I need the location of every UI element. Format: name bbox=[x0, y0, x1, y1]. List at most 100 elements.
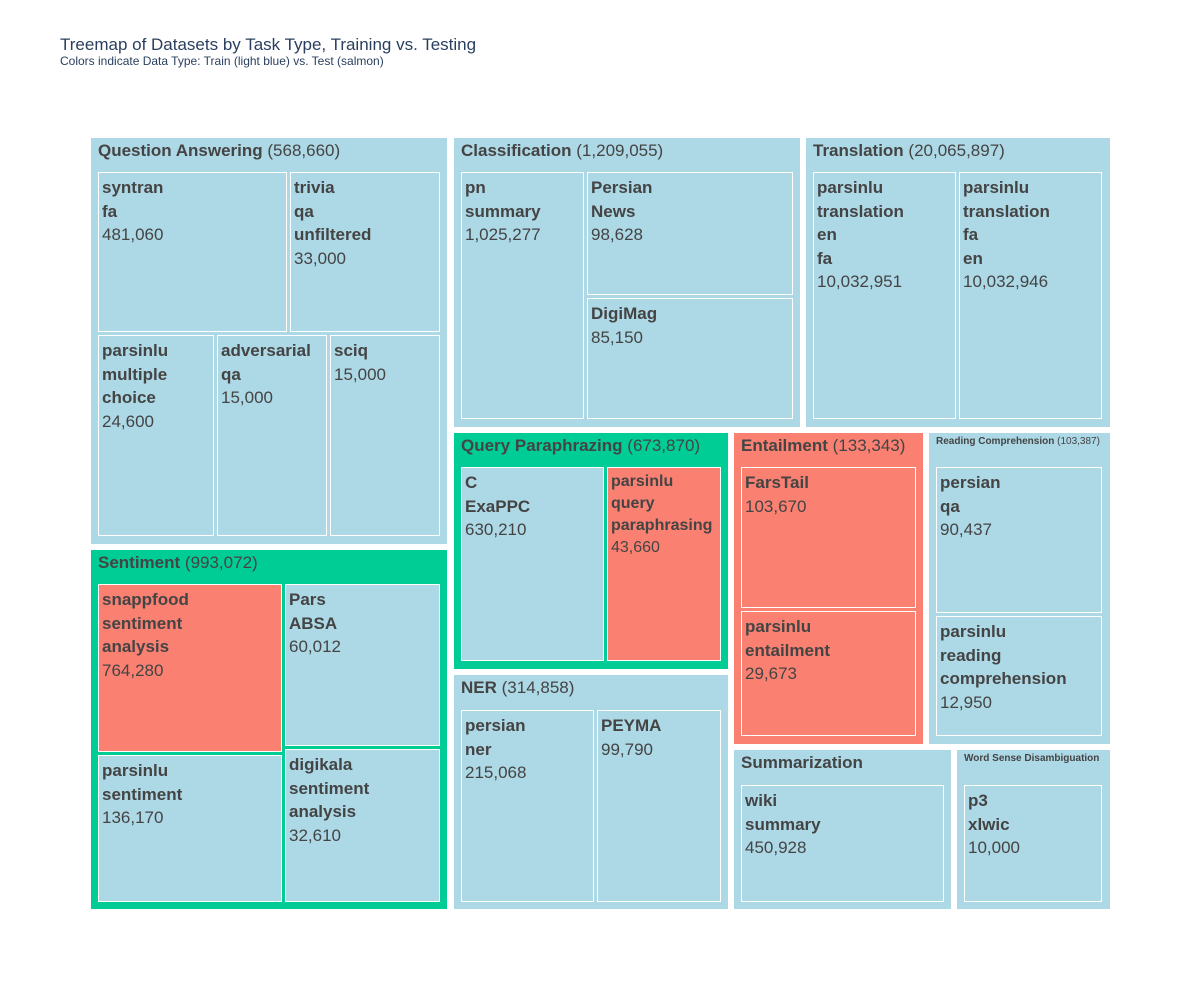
group-name: Classification bbox=[461, 141, 572, 160]
leaf-name-line: trivia bbox=[294, 178, 335, 197]
leaf-name-line: paraphrasing bbox=[611, 517, 713, 534]
treemap-leaf-parsinlu-entailment[interactable]: parsinlu entailment 29,673 bbox=[741, 611, 916, 736]
treemap-leaf-c-exappc[interactable]: C ExaPPC 630,210 bbox=[461, 467, 604, 661]
group-total: (673,870) bbox=[622, 436, 701, 455]
leaf-name-line: News bbox=[591, 201, 636, 221]
leaf-value: 24,600 bbox=[102, 411, 154, 431]
leaf-value: 85,150 bbox=[591, 327, 643, 347]
leaf-value: 98,628 bbox=[591, 225, 643, 244]
group-label: Query Paraphrazing (673,870) bbox=[461, 436, 700, 456]
leaf-name-line: qa bbox=[940, 496, 960, 516]
treemap-leaf-parsinlu-multiple-choice[interactable]: parsinlu multiple choice 24,600 bbox=[98, 335, 214, 536]
leaf-name-line: parsinlu bbox=[817, 178, 884, 197]
leaf-name-line: ner bbox=[465, 739, 492, 759]
treemap-leaf-digimag[interactable]: DigiMag 85,150 bbox=[587, 298, 793, 419]
leaf-value: 481,060 bbox=[102, 225, 164, 244]
chart-title: Treemap of Datasets by Task Type, Traini… bbox=[60, 35, 477, 54]
leaf-label: PEYMA 99,790 bbox=[601, 714, 661, 761]
treemap-leaf-persian-ner[interactable]: persian ner 215,068 bbox=[461, 710, 594, 902]
treemap-leaf-parsinlu-query-paraphrasing[interactable]: parsinlu query paraphrasing 43,660 bbox=[607, 467, 721, 661]
leaf-name-line: p3 bbox=[968, 791, 988, 810]
treemap-leaf-digikala-sentiment-analysis[interactable]: digikala sentiment analysis 32,610 bbox=[285, 749, 440, 902]
leaf-label: parsinlu multiple choice 24,600 bbox=[102, 339, 168, 433]
leaf-name-line: parsinlu bbox=[963, 178, 1030, 197]
leaf-name-line: pn bbox=[465, 178, 486, 197]
leaf-value: 136,170 bbox=[102, 808, 164, 827]
treemap-leaf-parsinlu-reading-comprehension[interactable]: parsinlu reading comprehension 12,950 bbox=[936, 616, 1102, 736]
leaf-name-line: PEYMA bbox=[601, 716, 662, 735]
leaf-value: 450,928 bbox=[745, 838, 807, 857]
leaf-name-line: snappfood bbox=[102, 590, 189, 609]
leaf-value: 10,032,946 bbox=[963, 272, 1049, 291]
group-name: NER bbox=[461, 678, 497, 697]
leaf-label: parsinlu translation fa en 10,032,946 bbox=[963, 176, 1050, 294]
leaf-value: 630,210 bbox=[465, 520, 527, 539]
leaf-value: 15,000 bbox=[334, 364, 386, 384]
leaf-label: parsinlu reading comprehension 12,950 bbox=[940, 620, 1067, 714]
group-name: Reading Comprehension bbox=[936, 436, 1055, 447]
leaf-name-line: digikala bbox=[289, 755, 353, 774]
treemap-leaf-snappfood-sentiment-analysis[interactable]: snappfood sentiment analysis 764,280 bbox=[98, 584, 282, 752]
group-label: Reading Comprehension (103,387) bbox=[936, 436, 1100, 447]
leaf-label: parsinlu sentiment 136,170 bbox=[102, 759, 182, 830]
leaf-value: 32,610 bbox=[289, 825, 341, 845]
leaf-name-line: analysis bbox=[289, 802, 357, 821]
group-label: Classification (1,209,055) bbox=[461, 141, 663, 161]
treemap-leaf-parsinlu-translation-en-fa[interactable]: parsinlu translation en fa 10,032,951 bbox=[813, 172, 956, 419]
treemap-leaf-trivia-qa-unfiltered[interactable]: trivia qa unfiltered 33,000 bbox=[290, 172, 440, 332]
leaf-name-line: analysis bbox=[102, 637, 170, 656]
leaf-name-line: sentiment bbox=[289, 778, 370, 798]
group-total: (133,343) bbox=[827, 436, 906, 455]
leaf-name-line: C bbox=[465, 473, 478, 492]
leaf-value: 90,437 bbox=[940, 520, 992, 539]
treemap-leaf-pars-absa[interactable]: Pars ABSA 60,012 bbox=[285, 584, 440, 746]
treemap-leaf-pn-summary[interactable]: pn summary 1,025,277 bbox=[461, 172, 584, 419]
leaf-name-line: fa bbox=[963, 225, 979, 244]
group-name: Summarization bbox=[741, 753, 863, 772]
leaf-name-line: query bbox=[611, 495, 655, 512]
group-label: Translation (20,065,897) bbox=[813, 141, 1005, 161]
treemap-leaf-p3-xlwic[interactable]: p3 xlwic 10,000 bbox=[964, 785, 1102, 902]
treemap-leaf-syntran-fa[interactable]: syntran fa 481,060 bbox=[98, 172, 287, 332]
treemap-leaf-parsinlu-translation-fa-en[interactable]: parsinlu translation fa en 10,032,946 bbox=[959, 172, 1102, 419]
group-total: (993,072) bbox=[180, 553, 258, 572]
leaf-name-line: xlwic bbox=[968, 814, 1010, 834]
leaf-label: wiki summary 450,928 bbox=[745, 789, 821, 860]
leaf-label: digikala sentiment analysis 32,610 bbox=[289, 753, 369, 847]
treemap-leaf-parsinlu-sentiment[interactable]: parsinlu sentiment 136,170 bbox=[98, 755, 282, 902]
treemap-leaf-farstail[interactable]: FarsTail 103,670 bbox=[741, 467, 916, 608]
leaf-label: C ExaPPC 630,210 bbox=[465, 471, 530, 542]
leaf-name-line: translation bbox=[817, 201, 904, 221]
leaf-name-line: summary bbox=[745, 814, 821, 834]
leaf-name-line: qa bbox=[221, 364, 241, 384]
treemap-leaf-wiki-summary[interactable]: wiki summary 450,928 bbox=[741, 785, 944, 902]
treemap-leaf-persian-news[interactable]: Persian News 98,628 bbox=[587, 172, 793, 295]
leaf-name-line: sentiment bbox=[102, 784, 183, 804]
leaf-label: p3 xlwic 10,000 bbox=[968, 789, 1020, 860]
leaf-label: persian qa 90,437 bbox=[940, 471, 1000, 542]
leaf-name-line: adversarial bbox=[221, 341, 311, 360]
leaf-name-line: fa bbox=[102, 201, 118, 221]
group-name: Word Sense Disambiguation bbox=[964, 753, 1100, 764]
treemap-leaf-adversarial-qa[interactable]: adversarial qa 15,000 bbox=[217, 335, 327, 536]
leaf-label: snappfood sentiment analysis 764,280 bbox=[102, 588, 189, 682]
leaf-label: pn summary 1,025,277 bbox=[465, 176, 541, 247]
leaf-name-line: translation bbox=[963, 201, 1050, 221]
chart-subtitle: Colors indicate Data Type: Train (light … bbox=[60, 54, 384, 68]
treemap-leaf-sciq[interactable]: sciq 15,000 bbox=[330, 335, 440, 536]
leaf-label: parsinlu translation en fa 10,032,951 bbox=[817, 176, 904, 294]
leaf-name-line: Pars bbox=[289, 590, 326, 609]
leaf-name-line: entailment bbox=[745, 640, 831, 660]
leaf-name-line: parsinlu bbox=[102, 761, 169, 780]
leaf-name-line: ABSA bbox=[289, 613, 338, 633]
leaf-value: 99,790 bbox=[601, 739, 653, 759]
group-name: Translation bbox=[813, 141, 904, 160]
treemap-leaf-peyma[interactable]: PEYMA 99,790 bbox=[597, 710, 721, 902]
leaf-name-line: DigiMag bbox=[591, 304, 658, 323]
treemap-leaf-persian-qa[interactable]: persian qa 90,437 bbox=[936, 467, 1102, 613]
leaf-label: DigiMag 85,150 bbox=[591, 302, 657, 349]
group-name: Question Answering bbox=[98, 141, 263, 160]
group-total: (568,660) bbox=[262, 141, 341, 160]
group-label: Word Sense Disambiguation bbox=[964, 753, 1099, 764]
leaf-label: parsinlu query paraphrasing 43,660 bbox=[611, 471, 712, 559]
